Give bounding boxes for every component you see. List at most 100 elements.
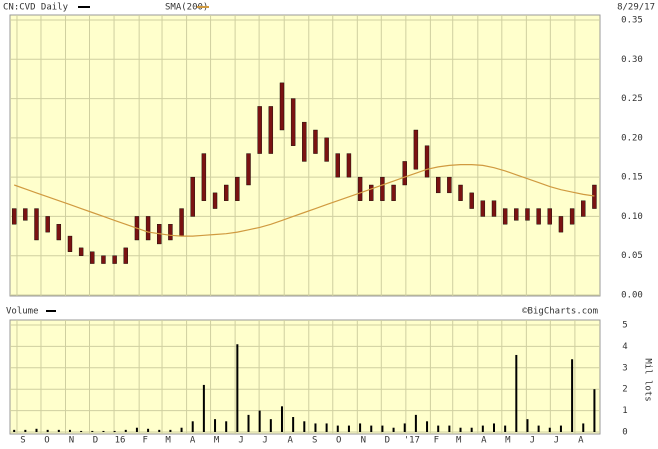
volume-bar xyxy=(515,354,518,432)
y-tick-label: 0.15 xyxy=(621,173,643,183)
price-bar xyxy=(491,200,497,217)
volume-bar xyxy=(225,421,228,432)
x-tick-label: S xyxy=(20,436,25,446)
x-tick-label: A xyxy=(481,436,487,446)
y-tick-label: 0.10 xyxy=(621,212,643,222)
price-bar xyxy=(201,153,207,201)
price-bar xyxy=(246,153,251,186)
x-tick-label: M xyxy=(165,436,171,446)
volume-bar xyxy=(459,427,462,432)
x-tick-label: J xyxy=(530,436,535,446)
volume-bar xyxy=(548,427,551,432)
x-tick-label: O xyxy=(44,436,49,446)
volume-bar xyxy=(102,430,105,432)
x-tick-label: '17 xyxy=(404,436,420,446)
price-bar xyxy=(11,208,17,225)
y-tick-label: 1 xyxy=(622,406,627,416)
x-tick-label: M xyxy=(214,436,220,446)
volume-bar xyxy=(571,359,574,432)
price-bar xyxy=(569,208,575,225)
x-tick-label: F xyxy=(434,436,439,446)
price-bar xyxy=(56,224,62,241)
price-bar xyxy=(223,184,229,201)
volume-bar xyxy=(169,429,172,432)
copyright: ©BigCharts.com xyxy=(522,307,598,317)
volume-bar xyxy=(437,425,440,432)
price-bar xyxy=(357,176,363,201)
price-bar xyxy=(391,184,396,201)
price-bar xyxy=(581,200,586,217)
price-bar xyxy=(268,106,274,154)
volume-bar xyxy=(202,384,205,432)
volume-bar xyxy=(91,430,94,432)
volume-bar xyxy=(303,421,306,432)
price-bar xyxy=(469,192,474,209)
volume-bar xyxy=(236,344,239,432)
x-tick-label: 16 xyxy=(115,436,126,446)
y-tick-label: 3 xyxy=(622,363,627,373)
x-tick-label: M xyxy=(505,436,511,446)
price-bar xyxy=(279,82,285,131)
y-tick-label: 0.20 xyxy=(621,133,643,143)
price-bar xyxy=(34,208,39,241)
y-tick-label: 0.35 xyxy=(621,16,643,26)
volume-bar xyxy=(113,430,116,432)
volume-bar xyxy=(135,427,138,432)
y-tick-label: 0.30 xyxy=(621,55,643,65)
price-bar xyxy=(235,176,240,201)
volume-bar xyxy=(124,429,127,432)
volume-bar xyxy=(481,425,484,432)
y-tick-label: 4 xyxy=(622,342,627,352)
price-bar xyxy=(424,145,430,178)
volume-bar xyxy=(526,419,529,432)
volume-bar xyxy=(325,423,328,432)
volume-bar xyxy=(504,425,507,432)
price-bar xyxy=(547,208,552,225)
volume-panel xyxy=(9,319,601,435)
price-bar xyxy=(67,235,73,252)
x-tick-label: N xyxy=(69,436,74,446)
volume-bar xyxy=(180,427,183,432)
price-bar xyxy=(257,106,262,154)
y-tick-label: 0.25 xyxy=(621,94,643,104)
x-tick-label: D xyxy=(385,436,390,446)
price-bar xyxy=(101,255,106,264)
price-bar xyxy=(145,216,151,241)
x-tick-label: D xyxy=(93,436,98,446)
x-tick-label: N xyxy=(361,436,366,446)
volume-label: Volume xyxy=(6,307,39,317)
x-tick-label: M xyxy=(456,436,462,446)
price-bar xyxy=(45,216,50,233)
volume-bar xyxy=(392,427,395,432)
volume-bar xyxy=(593,389,596,432)
x-tick-label: O xyxy=(336,436,341,446)
volume-bar xyxy=(336,425,339,432)
price-bar xyxy=(179,208,184,237)
x-tick-label: S xyxy=(312,436,317,446)
y-tick-label: 0 xyxy=(622,428,627,438)
price-bar xyxy=(514,208,519,221)
y-tick-label: 0.00 xyxy=(621,291,643,301)
price-bar xyxy=(123,247,128,264)
volume-bar xyxy=(46,429,49,432)
price-bar xyxy=(480,200,486,217)
price-bar xyxy=(413,129,419,170)
price-bar xyxy=(502,208,508,225)
price-bar xyxy=(313,129,318,154)
volume-bar xyxy=(13,429,16,432)
volume-bar xyxy=(258,410,261,432)
price-bar xyxy=(78,247,84,256)
y-tick-label: 2 xyxy=(622,385,627,395)
x-tick-label: J xyxy=(554,436,559,446)
x-tick-label: J xyxy=(262,436,267,446)
x-tick-label: F xyxy=(142,436,147,446)
x-tick-label: A xyxy=(190,436,196,446)
price-bar xyxy=(369,184,374,201)
y-tick-label: 0.05 xyxy=(621,251,643,261)
price-bar xyxy=(190,176,195,217)
y-tick-label: 5 xyxy=(622,321,627,331)
price-bar xyxy=(380,176,385,201)
x-tick-label: A xyxy=(288,436,294,446)
price-bar xyxy=(290,98,296,146)
